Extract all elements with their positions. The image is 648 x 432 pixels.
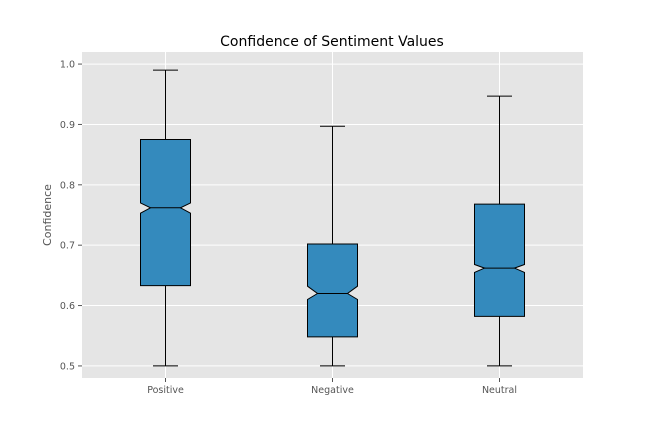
y-tick-label: 0.8	[60, 180, 75, 191]
y-tick-label: 0.9	[60, 120, 75, 131]
x-ticks: Positive Negative Neutral	[147, 378, 517, 396]
box-neutral	[474, 95, 525, 367]
y-axis-label: Confidence	[41, 184, 54, 246]
box-positive	[140, 69, 191, 367]
box-body	[140, 139, 191, 287]
y-tick-label: 1.0	[60, 60, 75, 71]
y-ticks: 0.5 0.6 0.7 0.8 0.9 1.0	[60, 60, 82, 372]
y-tick-label: 0.5	[60, 361, 75, 372]
box-negative	[307, 125, 358, 367]
box-body	[474, 203, 525, 317]
y-tick-label: 0.7	[60, 241, 75, 252]
chart-title: Confidence of Sentiment Values	[220, 34, 444, 50]
x-tick-label: Neutral	[482, 385, 517, 396]
x-tick-label: Positive	[147, 385, 184, 396]
x-tick-label: Negative	[311, 385, 354, 396]
box-body	[307, 243, 358, 338]
y-tick-label: 0.6	[60, 301, 75, 312]
boxes	[140, 69, 525, 367]
